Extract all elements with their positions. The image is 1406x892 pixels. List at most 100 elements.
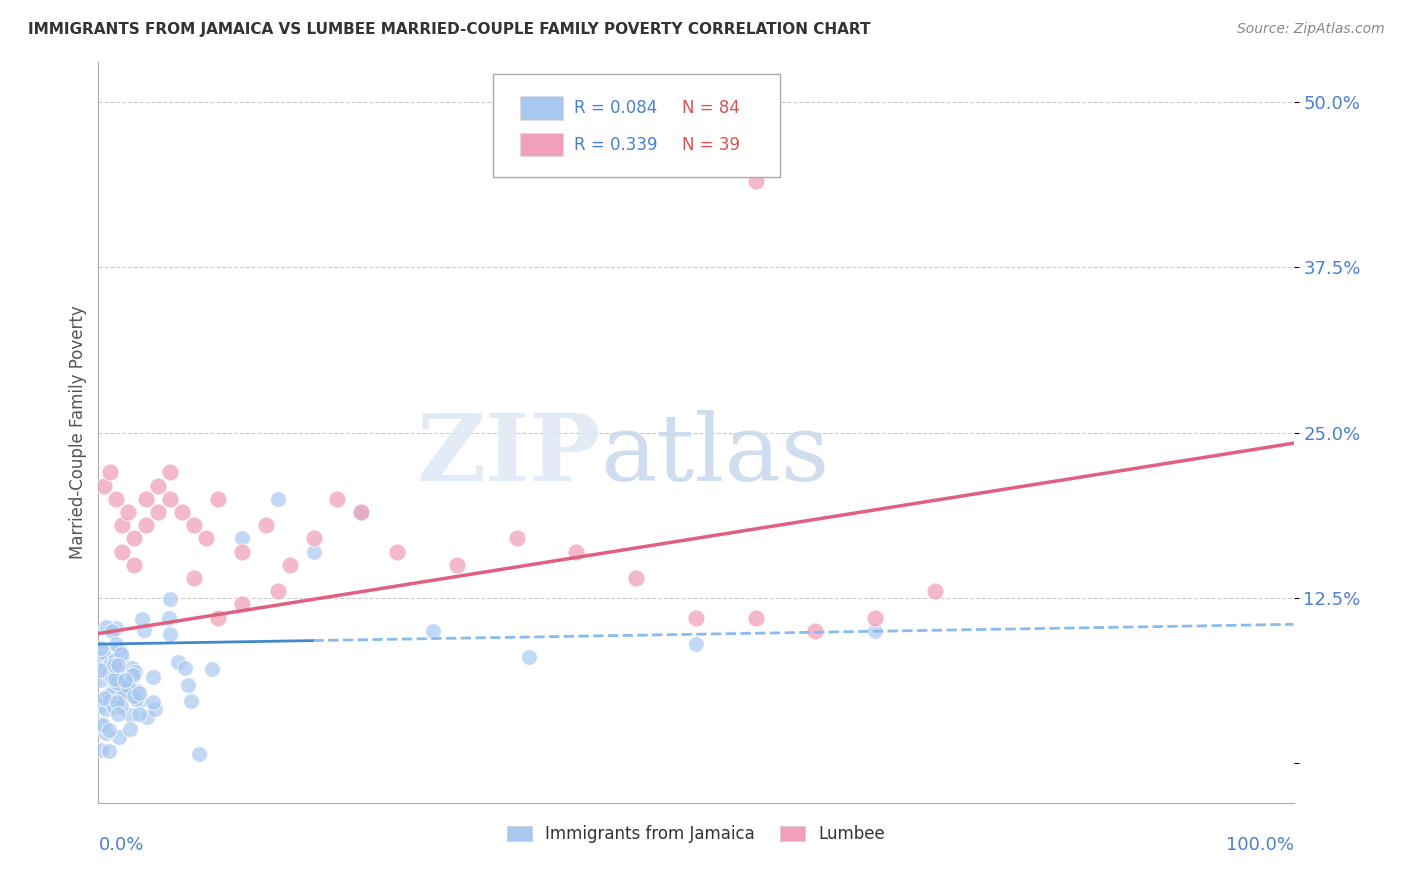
Point	[101, 683, 124, 698]
Point	[90, 641, 112, 656]
Point	[422, 624, 444, 638]
Point	[89, 651, 111, 665]
Point	[105, 696, 128, 710]
Point	[89, 664, 111, 678]
Point	[97, 665, 120, 680]
Point	[121, 668, 143, 682]
Point	[302, 532, 325, 546]
Point	[101, 670, 124, 684]
Point	[128, 707, 150, 722]
Point	[267, 491, 290, 506]
Point	[135, 518, 157, 533]
Point	[745, 611, 768, 625]
FancyBboxPatch shape	[494, 73, 780, 178]
Point	[201, 662, 224, 676]
Point	[157, 610, 180, 624]
Point	[187, 747, 209, 761]
Point	[267, 584, 290, 599]
Point	[98, 723, 121, 737]
Point	[159, 627, 181, 641]
Point	[120, 722, 142, 736]
Point	[148, 478, 170, 492]
Point	[865, 611, 887, 625]
Point	[685, 611, 707, 625]
Point	[105, 651, 128, 665]
Point	[105, 663, 128, 677]
Point	[89, 716, 111, 731]
Text: N = 84: N = 84	[682, 99, 740, 118]
Point	[446, 558, 468, 572]
Point	[90, 742, 112, 756]
Text: 0.0%: 0.0%	[98, 836, 143, 855]
Point	[91, 718, 114, 732]
Point	[111, 678, 134, 692]
Point	[350, 505, 373, 519]
Point	[104, 672, 127, 686]
Point	[100, 656, 122, 670]
Point	[117, 679, 139, 693]
Text: Source: ZipAtlas.com: Source: ZipAtlas.com	[1237, 22, 1385, 37]
Point	[90, 673, 112, 687]
Point	[94, 620, 117, 634]
Point	[101, 624, 124, 638]
Point	[115, 676, 138, 690]
Point	[143, 702, 166, 716]
Point	[110, 699, 132, 714]
Point	[105, 637, 128, 651]
Point	[159, 491, 181, 506]
Point	[101, 658, 124, 673]
Point	[97, 688, 120, 702]
Point	[350, 505, 373, 519]
Point	[172, 505, 194, 519]
Point	[107, 698, 129, 712]
Point	[124, 532, 146, 546]
Point	[865, 624, 887, 638]
Point	[385, 544, 409, 558]
Point	[278, 558, 301, 572]
Point	[924, 584, 946, 599]
Point	[183, 571, 205, 585]
Point	[104, 621, 127, 635]
Point	[128, 686, 150, 700]
Point	[110, 649, 132, 664]
Point	[167, 655, 190, 669]
Point	[93, 691, 115, 706]
Point	[159, 465, 181, 479]
FancyBboxPatch shape	[520, 96, 564, 120]
Legend: Immigrants from Jamaica, Lumbee: Immigrants from Jamaica, Lumbee	[501, 819, 891, 850]
Point	[804, 624, 827, 638]
Point	[105, 491, 128, 506]
Point	[96, 726, 118, 740]
Point	[132, 623, 155, 637]
Point	[231, 532, 253, 546]
Point	[107, 730, 129, 744]
Point	[326, 491, 349, 506]
Point	[111, 544, 134, 558]
Point	[142, 670, 165, 684]
Point	[180, 694, 202, 708]
Text: IMMIGRANTS FROM JAMAICA VS LUMBEE MARRIED-COUPLE FAMILY POVERTY CORRELATION CHAR: IMMIGRANTS FROM JAMAICA VS LUMBEE MARRIE…	[28, 22, 870, 37]
Point	[104, 653, 127, 667]
Point	[231, 544, 253, 558]
FancyBboxPatch shape	[520, 133, 564, 156]
Point	[94, 662, 117, 676]
Point	[626, 571, 648, 585]
Point	[97, 652, 120, 666]
Point	[122, 690, 145, 704]
Point	[121, 661, 143, 675]
Text: 100.0%: 100.0%	[1226, 836, 1294, 855]
Text: ZIP: ZIP	[416, 409, 600, 500]
Point	[142, 695, 165, 709]
Point	[685, 637, 707, 651]
Point	[745, 174, 768, 188]
Point	[136, 710, 159, 724]
Point	[131, 612, 153, 626]
Point	[93, 478, 115, 492]
Point	[96, 701, 118, 715]
Point	[114, 673, 136, 687]
Point	[207, 491, 229, 506]
Point	[91, 644, 114, 658]
Point	[108, 683, 131, 698]
Point	[231, 598, 253, 612]
Point	[89, 698, 111, 713]
